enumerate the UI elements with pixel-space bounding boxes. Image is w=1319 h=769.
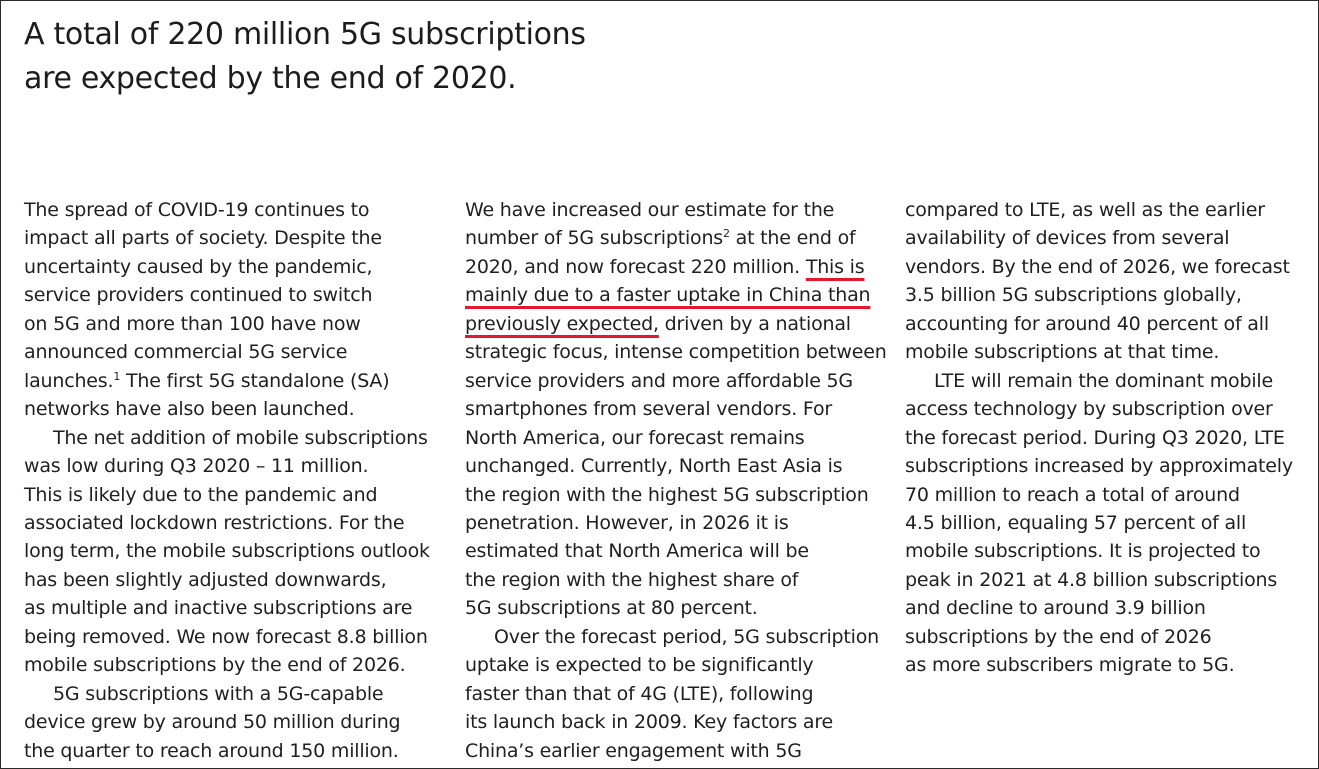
paragraph-line: 4.5 billion, equaling 57 percent of all <box>905 511 1247 534</box>
paragraph-line: the quarter to reach around 150 million. <box>24 739 399 762</box>
paragraph-line: was low during Q3 2020 – 11 million. <box>24 455 369 478</box>
paragraph-line: subscriptions increased by approximately <box>905 455 1293 478</box>
paragraph-line: its launch back in 2009. Key factors are <box>465 711 834 734</box>
paragraph-line: unchanged. Currently, North East Asia is <box>465 455 843 478</box>
paragraph-line: networks have also been launched. <box>24 398 355 421</box>
paragraph-line: smartphones from several vendors. For <box>465 398 832 421</box>
paragraph-line: availability of devices from several <box>905 227 1230 250</box>
paragraph-text: The first 5G standalone (SA) <box>120 369 390 392</box>
paragraph-line: as more subscribers migrate to 5G. <box>905 654 1235 677</box>
paragraph-line: strategic focus, intense competition bet… <box>465 341 887 364</box>
paragraph-text: driven by a national <box>658 312 851 335</box>
paragraph-line: estimated that North America will be <box>465 540 809 563</box>
paragraph-line: vendors. By the end of 2026, we forecast <box>905 255 1290 278</box>
paragraph-line: LTE will remain the dominant mobile <box>934 369 1273 392</box>
paragraph-line: mobile subscriptions at that time. <box>905 341 1220 364</box>
paragraph-line: This is likely due to the pandemic and <box>24 483 378 506</box>
paragraph-line: mobile subscriptions by the end of 2026. <box>24 654 406 677</box>
highlighted-text: This is <box>805 255 865 278</box>
paragraph-line: device grew by around 50 million during <box>24 711 401 734</box>
paragraph-line: access technology by subscription over <box>905 398 1273 421</box>
paragraph-line: service providers continued to switch <box>24 284 373 307</box>
paragraph-line: long term, the mobile subscriptions outl… <box>24 540 430 563</box>
paragraph-text: launches. <box>24 369 114 392</box>
paragraph-line: the forecast period. During Q3 2020, LTE <box>905 426 1285 449</box>
title-line-2: are expected by the end of 2020. <box>24 61 517 96</box>
paragraph-line: The spread of COVID-19 continues to <box>24 199 370 221</box>
paragraph-line: We have increased our estimate for the <box>465 199 835 221</box>
paragraph-line: announced commercial 5G service <box>24 341 348 364</box>
paragraph-text: 2020, and now forecast 220 million. <box>465 255 806 278</box>
paragraph-line: peak in 2021 at 4.8 billion subscription… <box>905 568 1278 591</box>
paragraph-line: uncertainty caused by the pandemic, <box>24 255 373 278</box>
paragraph-line: the region with the highest 5G subscript… <box>465 483 869 506</box>
paragraph-line: previously expected, driven by a nationa… <box>465 310 890 338</box>
paragraph-text: number of 5G subscriptions <box>465 227 723 250</box>
paragraph-line: 2020, and now forecast 220 million. This… <box>465 253 890 281</box>
paragraph-line: as multiple and inactive subscriptions a… <box>24 597 413 620</box>
paragraph-line: subscriptions by the end of 2026 <box>905 625 1212 648</box>
highlighted-text: mainly due to a faster uptake in China t… <box>465 284 871 307</box>
highlighted-text: previously expected, <box>465 312 659 335</box>
paragraph-line: China’s earlier engagement with 5G <box>465 739 802 762</box>
paragraph-line: compared to LTE, as well as the earlier <box>905 199 1265 221</box>
paragraph-line: associated lockdown restrictions. For th… <box>24 511 405 534</box>
paragraph-line: penetration. However, in 2026 it is <box>465 511 789 534</box>
paragraph-line: has been slightly adjusted downwards, <box>24 568 387 591</box>
text-column-2: We have increased our estimate for the n… <box>465 196 890 765</box>
paragraph-line: uptake is expected to be significantly <box>465 654 814 677</box>
paragraph-line: and decline to around 3.9 billion <box>905 597 1206 620</box>
paragraph-line: 3.5 billion 5G subscriptions globally, <box>905 284 1242 307</box>
text-column-1: The spread of COVID-19 continues to impa… <box>24 196 444 765</box>
paragraph-line: launches.1 The first 5G standalone (SA) <box>24 367 444 395</box>
paragraph-line: on 5G and more than 100 have now <box>24 312 361 335</box>
paragraph-line: 5G subscriptions at 80 percent. <box>465 597 758 620</box>
paragraph-line: 70 million to reach a total of around <box>905 483 1240 506</box>
footnote-ref-2: 2 <box>723 227 730 241</box>
paragraph-line: service providers and more affordable 5G <box>465 369 853 392</box>
title-line-1: A total of 220 million 5G subscriptions <box>24 17 586 52</box>
paragraph-line: being removed. We now forecast 8.8 billi… <box>24 625 428 648</box>
paragraph-line: 5G subscriptions with a 5G-capable <box>53 682 384 705</box>
footnote-ref-1: 1 <box>113 369 121 383</box>
paragraph-text: at the end of <box>729 227 856 250</box>
paragraph-line: the region with the highest share of <box>465 568 799 591</box>
paragraph-line: accounting for around 40 percent of all <box>905 312 1269 335</box>
paragraph-line: Over the forecast period, 5G subscriptio… <box>494 625 879 648</box>
paragraph-line: number of 5G subscriptions2 at the end o… <box>465 224 890 252</box>
paragraph-line: faster than that of 4G (LTE), following <box>465 682 814 705</box>
paragraph-line: mobile subscriptions. It is projected to <box>905 540 1261 563</box>
paragraph-line: mainly due to a faster uptake in China t… <box>465 281 890 309</box>
paragraph-line: impact all parts of society. Despite the <box>24 227 382 250</box>
text-column-3: compared to LTE, as well as the earlier … <box>905 196 1315 680</box>
page-title: A total of 220 million 5G subscriptions … <box>24 13 586 101</box>
paragraph-line: The net addition of mobile subscriptions <box>53 426 428 449</box>
paragraph-line: North America, our forecast remains <box>465 426 805 449</box>
